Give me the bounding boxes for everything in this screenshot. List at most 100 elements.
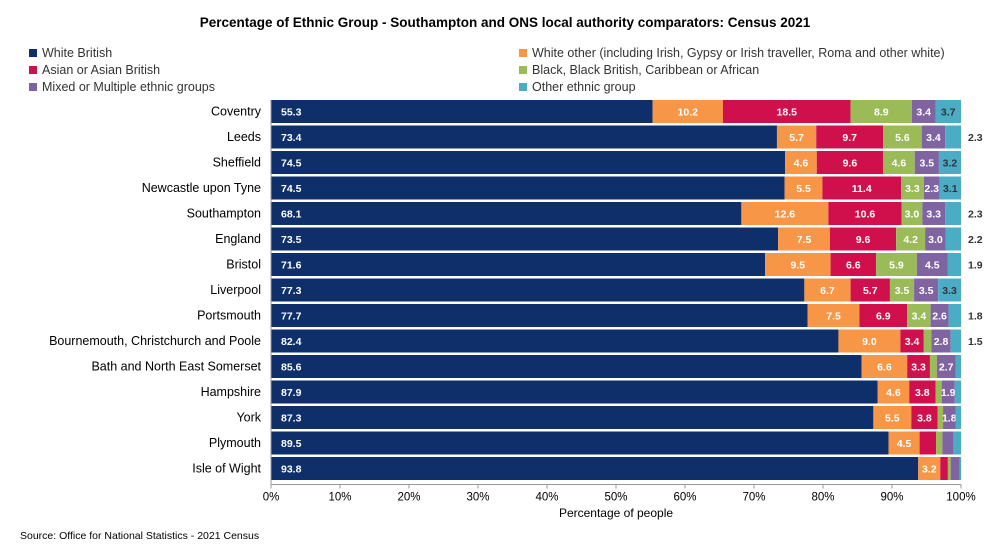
x-tick-label: 80% [811, 492, 834, 504]
bar-segment-black-black-british- [883, 151, 915, 174]
bar-segment-white-other-includin [838, 329, 901, 353]
bar-row-bath-and-north-east-somerset: 85.6 6.6 3.3 2.7 [271, 355, 961, 378]
bar-segment-white-other-includin [807, 304, 860, 327]
bar-segment-other-ethnic-group [938, 151, 961, 174]
bar-segment-black-black-british- [850, 100, 913, 123]
data-label: 93.8 [281, 464, 302, 476]
bar-segment-other-ethnic-group [945, 227, 961, 251]
data-label: 6.6 [877, 362, 892, 374]
data-label: 5.6 [895, 132, 910, 144]
x-axis: 0% 10% 20% 30% 40% 50% 60% 70% 80% 90% 100% [263, 100, 976, 504]
bar-segment-white-british [271, 380, 878, 404]
bar-segment-other-ethnic-group [950, 329, 961, 353]
legend-swatch-other-ethnic-group [519, 83, 527, 91]
bar-segment-black-black-british- [923, 329, 932, 353]
category-label-bristol: Bristol [226, 258, 261, 272]
data-label: 7.5 [826, 311, 841, 323]
data-label: 87.9 [281, 387, 302, 399]
data-label: 2.8 [934, 336, 949, 348]
data-label: 2.3 [968, 132, 983, 144]
data-label: 4.6 [892, 158, 907, 170]
bar-segment-mixed-or-multiple-et [922, 202, 946, 225]
data-label: 9.6 [843, 158, 858, 170]
legend-swatch-mixed-or-multiple-ethnic-group [29, 83, 37, 91]
data-label: 10.2 [678, 107, 699, 119]
bar-segment-other-ethnic-group [938, 278, 961, 302]
data-label: 3.3 [942, 285, 957, 297]
category-label-portsmouth: Portsmouth [197, 309, 261, 323]
bar-segment-white-british [271, 431, 889, 455]
data-label: 3.5 [919, 285, 934, 297]
data-label: 2.3 [968, 209, 983, 221]
bar-segment-other-ethnic-group [935, 100, 961, 123]
data-label: 1.9 [941, 387, 956, 399]
bar-segment-black-black-british- [935, 380, 942, 404]
bar-segment-other-ethnic-group [948, 304, 961, 327]
data-label: 2.6 [932, 311, 947, 323]
category-label-newcastle-upon-tyne: Newcastle upon Tyne [142, 181, 261, 195]
legend-label-other-ethnic-group: Other ethnic group [532, 80, 636, 94]
bar-segment-asian-or-asian-briti [850, 278, 890, 302]
bar-segment-asian-or-asian-briti [900, 329, 924, 353]
legend-label-mixed-or-multiple-ethnic-group: Mixed or Multiple ethnic groups [42, 80, 215, 94]
data-label: 5.5 [885, 413, 900, 425]
bar-segment-black-black-british- [889, 278, 915, 302]
bar-segment-black-black-british- [901, 176, 924, 200]
legend-swatch-asian-or-asian-british [29, 66, 37, 74]
data-label: 4.5 [925, 260, 940, 272]
x-tick-label: 40% [535, 492, 558, 504]
category-label-coventry: Coventry [211, 105, 262, 119]
data-label: 82.4 [281, 336, 302, 348]
bar-segment-mixed-or-multiple-et [930, 304, 949, 327]
bar-segment-white-british [271, 355, 862, 378]
legend-label-asian-or-asian-british: Asian or Asian British [42, 63, 160, 77]
bar-segment-white-other-includin [861, 355, 908, 378]
bar-segment-asian-or-asian-briti [830, 253, 877, 276]
legend: White British Asian or Asian British Mixed… [29, 46, 945, 94]
bar-segment-white-other-includin [741, 202, 829, 225]
bar-row-hampshire: 87.9 4.6 3.8 1.9 [271, 380, 961, 404]
data-label: 5.9 [889, 260, 904, 272]
bar-segment-mixed-or-multiple-et [912, 100, 936, 123]
data-label: 3.4 [912, 311, 927, 323]
bar-row-england: 73.5 7.5 9.6 4.2 3.0 2.2 [271, 227, 983, 251]
bar-segment-black-black-british- [937, 406, 944, 429]
data-label: 9.7 [842, 132, 857, 144]
data-label: 77.3 [281, 285, 302, 297]
bar-segment-white-other-includin [784, 176, 823, 200]
bar-segment-white-other-includin [804, 278, 851, 302]
data-label: 4.2 [903, 234, 918, 246]
bar-segment-white-british [271, 176, 785, 200]
bar-row-bournemouth-christchurch-and-poole: 82.4 9.0 3.4 2.8 1.5 [271, 329, 983, 353]
bar-row-newcastle-upon-tyne: 74.5 5.5 11.4 3.3 2.3 3.1 [271, 176, 961, 200]
bar-row-leeds: 73.4 5.7 9.7 5.6 3.4 2.3 [271, 125, 983, 149]
bar-segment-asian-or-asian-briti [816, 125, 884, 149]
category-label-sheffield: Sheffield [213, 156, 261, 170]
bar-segment-white-british [271, 227, 779, 251]
bar-segment-white-british [271, 125, 777, 149]
bar-segment-other-ethnic-group [945, 125, 961, 149]
data-label: 8.9 [874, 107, 889, 119]
bar-segment-white-other-includin [776, 125, 817, 149]
bar-segment-white-other-includin [918, 457, 941, 480]
data-label: 7.5 [797, 234, 812, 246]
category-label-liverpool: Liverpool [210, 283, 261, 297]
data-label: 1.8 [942, 413, 957, 425]
category-label-plymouth: Plymouth [209, 436, 261, 450]
category-label-england: England [215, 232, 261, 246]
data-label: 6.6 [846, 260, 861, 272]
data-label: 89.5 [281, 438, 302, 450]
data-label: 2.7 [939, 362, 954, 374]
x-tick-label: 50% [604, 492, 627, 504]
bar-row-sheffield: 74.5 4.6 9.6 4.6 3.5 3.2 [271, 151, 961, 174]
bar-segment-black-black-british- [883, 125, 922, 149]
x-tick-label: 70% [742, 492, 765, 504]
legend-swatch-black-black-british-caribbean- [519, 66, 527, 74]
data-label: 9.5 [791, 260, 806, 272]
bar-row-bristol: 71.6 9.5 6.6 5.9 4.5 1.9 [271, 253, 983, 276]
data-label: 3.0 [928, 234, 943, 246]
bar-segment-asian-or-asian-briti [859, 304, 908, 327]
data-label: 3.0 [905, 209, 920, 221]
bar-row-southampton: 68.1 12.6 10.6 3.0 3.3 2.3 [271, 202, 983, 225]
bar-segment-white-other-includin [888, 431, 920, 455]
